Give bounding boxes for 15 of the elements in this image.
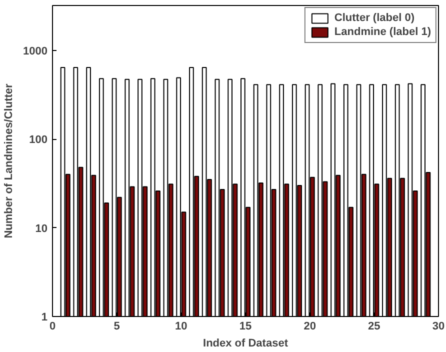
x-tick-label: 30 <box>432 320 445 332</box>
legend-label: Clutter (label 0) <box>334 12 414 24</box>
legend-label: Landmine (label 1) <box>334 26 431 38</box>
x-tick-label: 20 <box>304 320 316 332</box>
y-tick-label: 10 <box>35 222 48 235</box>
y-tick-label: 1000 <box>23 45 48 58</box>
y-tick-label: 100 <box>29 134 48 146</box>
x-tick-label: 0 <box>49 320 56 332</box>
y-axis-title: Number of Landmines/Clutter <box>3 82 16 238</box>
x-tick-label: 15 <box>239 320 252 332</box>
y-tick-label: 1 <box>41 312 48 324</box>
x-tick-label: 25 <box>368 320 380 332</box>
x-tick-label: 5 <box>114 320 120 332</box>
x-axis-title: Index of Dataset <box>203 338 288 350</box>
x-tick-label: 10 <box>175 320 188 332</box>
